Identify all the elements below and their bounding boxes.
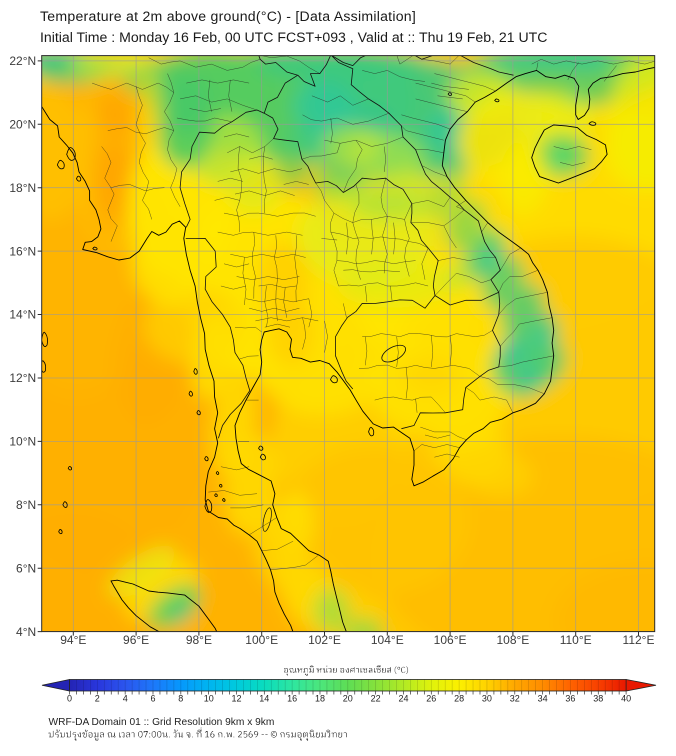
svg-text:14: 14 — [259, 693, 269, 703]
svg-text:18: 18 — [315, 693, 325, 703]
svg-text:98°E: 98°E — [186, 633, 212, 647]
svg-text:14°N: 14°N — [9, 308, 36, 322]
svg-text:40: 40 — [621, 693, 631, 703]
svg-text:16: 16 — [287, 693, 297, 703]
svg-text:94°E: 94°E — [60, 633, 86, 647]
svg-text:WRF-DA Domain 01 :: Grid Resol: WRF-DA Domain 01 :: Grid Resolution 9km … — [49, 717, 275, 728]
svg-text:108°E: 108°E — [496, 633, 529, 647]
svg-text:110°E: 110°E — [560, 633, 592, 647]
svg-text:104°E: 104°E — [371, 633, 404, 647]
svg-text:18°N: 18°N — [9, 181, 36, 195]
svg-text:100°E: 100°E — [245, 633, 278, 647]
svg-text:38: 38 — [593, 693, 603, 703]
svg-text:102°E: 102°E — [308, 633, 341, 647]
svg-text:12°N: 12°N — [9, 371, 36, 385]
svg-text:6: 6 — [150, 693, 155, 703]
svg-text:2: 2 — [95, 693, 100, 703]
svg-text:34: 34 — [538, 693, 548, 703]
svg-text:10°N: 10°N — [9, 435, 36, 449]
svg-text:10: 10 — [204, 693, 214, 703]
svg-text:20°N: 20°N — [9, 118, 36, 132]
svg-text:Initial Time : Monday 16 Feb,: Initial Time : Monday 16 Feb, 00 UTC FCS… — [40, 29, 547, 45]
svg-text:22°N: 22°N — [9, 54, 36, 68]
svg-text:4: 4 — [123, 693, 128, 703]
svg-text:6°N: 6°N — [16, 561, 36, 575]
svg-text:32: 32 — [510, 693, 520, 703]
svg-text:Temperature at 2m above ground: Temperature at 2m above ground(°C) - [Da… — [40, 8, 416, 24]
svg-text:36: 36 — [565, 693, 575, 703]
svg-text:16°N: 16°N — [9, 244, 36, 258]
svg-text:8°N: 8°N — [16, 498, 36, 512]
svg-text:20: 20 — [343, 693, 353, 703]
svg-text:28: 28 — [454, 693, 464, 703]
svg-text:30: 30 — [482, 693, 492, 703]
svg-text:26: 26 — [426, 693, 436, 703]
svg-text:106°E: 106°E — [434, 633, 467, 647]
svg-text:112°E: 112°E — [623, 633, 655, 647]
svg-text:96°E: 96°E — [123, 633, 149, 647]
svg-text:24: 24 — [398, 693, 408, 703]
svg-text:8: 8 — [178, 693, 183, 703]
svg-text:22: 22 — [371, 693, 381, 703]
svg-text:12: 12 — [231, 693, 241, 703]
svg-text:4°N: 4°N — [16, 625, 36, 639]
svg-text:0: 0 — [67, 693, 72, 703]
